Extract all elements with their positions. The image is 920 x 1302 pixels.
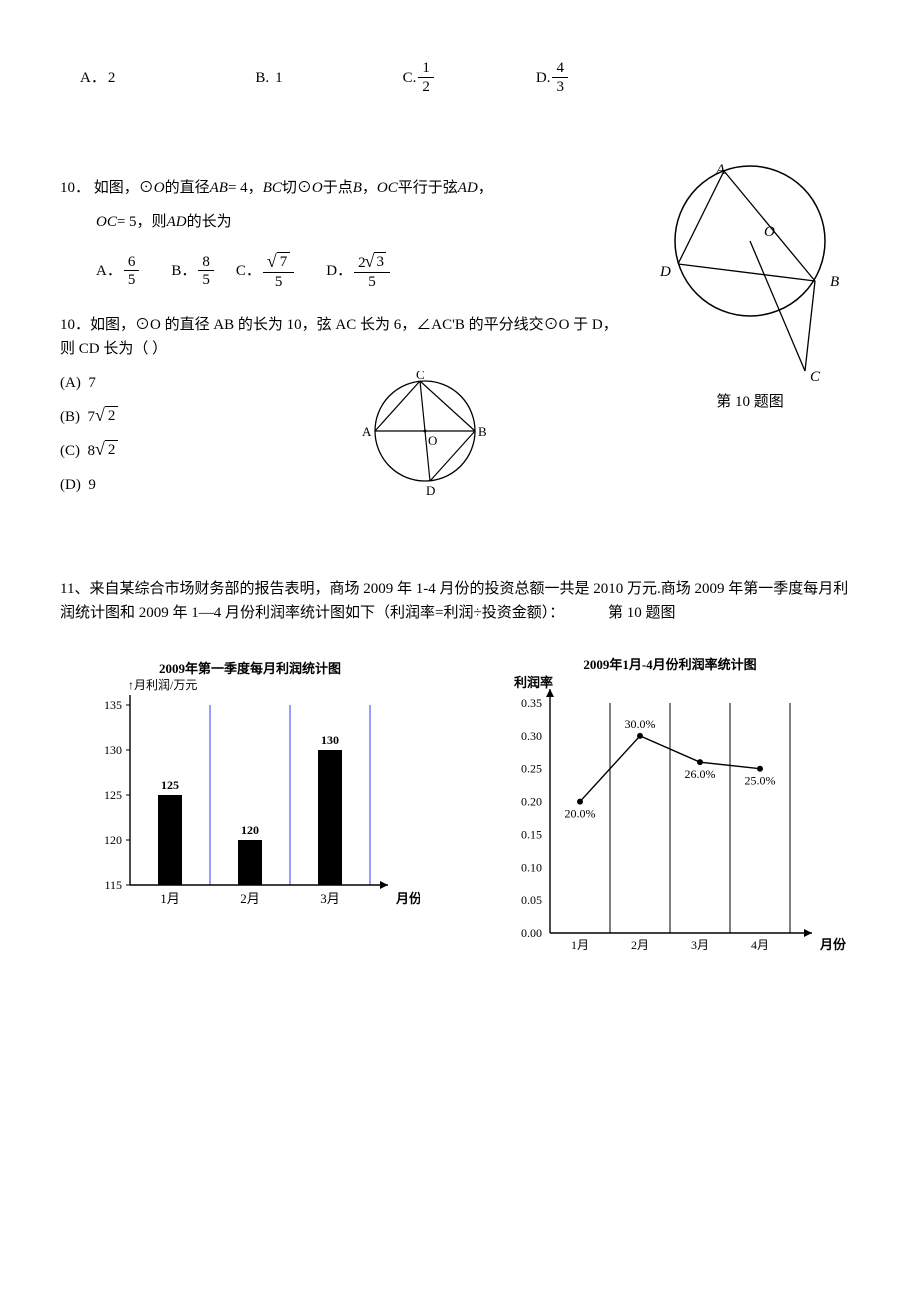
choice-c: C. 1 2 xyxy=(403,60,436,96)
svg-text:20.0%: 20.0% xyxy=(565,807,596,821)
label-C: C xyxy=(810,369,821,385)
svg-text:利润率: 利润率 xyxy=(514,675,553,690)
prev-question-choices: A． 2 B. 1 C. 1 2 D. 4 3 xyxy=(80,60,860,96)
q10a-circle-diagram: O A B D C xyxy=(640,156,860,386)
label-C: C xyxy=(416,371,425,382)
line-chart: 2009年1月-4月份利润率统计图利润率 0.00 0.05 0.10 0.15 0.20… xyxy=(480,655,860,965)
label-A: A xyxy=(362,424,372,439)
choice-b: B. 1 xyxy=(255,66,282,90)
svg-text:2009年1月-4月份利润率统计图: 2009年1月-4月份利润率统计图 xyxy=(583,657,756,672)
choice-c-label: C. xyxy=(403,66,417,90)
svg-text:130: 130 xyxy=(104,743,122,757)
svg-text:120: 120 xyxy=(241,823,259,837)
choice-d-frac: 4 3 xyxy=(552,60,568,96)
q10a-figure: O A B D C 第 10 题图 xyxy=(640,156,860,414)
label-B: B xyxy=(478,424,487,439)
svg-text:120: 120 xyxy=(104,833,122,847)
q10a-choices: A． 65 B． 85 C． √7 5 D． 2√3 5 xyxy=(96,252,630,292)
svg-text:0.05: 0.05 xyxy=(521,893,542,907)
line-chart-svg: 2009年1月-4月份利润率统计图利润率 0.00 0.05 0.10 0.15 0.20… xyxy=(480,655,860,965)
svg-text:0.25: 0.25 xyxy=(521,762,542,776)
svg-text:0.35: 0.35 xyxy=(521,696,542,710)
question-10-a: O A B D C 第 10 题图 10． 如图，⊙O的直径AB= xyxy=(60,176,860,292)
q11-text: 11、来自某综合市场财务部的报告表明，商场 2009 年 1-4 月份的投资总额… xyxy=(60,577,860,625)
svg-text:0.20: 0.20 xyxy=(521,795,542,809)
svg-text:115: 115 xyxy=(104,878,122,892)
choice-a-value: 2 xyxy=(108,66,116,90)
svg-text:4月: 4月 xyxy=(751,938,769,952)
svg-text:135: 135 xyxy=(104,698,122,712)
choice-a-label: A． xyxy=(80,66,106,90)
charts-row: 2009年第一季度每月利润统计图 ↑月利润/万元 115 120 125 130 135 12… xyxy=(60,655,860,965)
label-B: B xyxy=(830,274,839,290)
svg-text:125: 125 xyxy=(104,788,122,802)
bar-chart-svg: 2009年第一季度每月利润统计图 ↑月利润/万元 115 120 125 130 135 12… xyxy=(60,655,420,935)
q10a-choice-c: C． √7 5 xyxy=(236,252,296,292)
q10a-choice-a: A． 65 xyxy=(96,254,141,290)
choice-b-value: 1 xyxy=(275,66,283,90)
label-D: D xyxy=(426,483,435,498)
choice-b-label: B. xyxy=(255,66,269,90)
svg-text:0.00: 0.00 xyxy=(521,926,542,940)
choice-c-frac: 1 2 xyxy=(418,60,434,96)
svg-text:2009年第一季度每月利润统计图: 2009年第一季度每月利润统计图 xyxy=(159,661,341,676)
q10b-circle-diagram: A B C D O xyxy=(350,371,500,501)
svg-text:0.10: 0.10 xyxy=(521,860,542,874)
svg-text:1月: 1月 xyxy=(160,891,180,906)
svg-text:1月: 1月 xyxy=(571,938,589,952)
choice-d-label: D. xyxy=(536,66,551,90)
svg-text:0.30: 0.30 xyxy=(521,729,542,743)
label-D: D xyxy=(659,264,671,280)
q10b-figure: A B C D O xyxy=(350,371,500,501)
choice-d: D. 4 3 xyxy=(536,60,570,96)
bar-chart: 2009年第一季度每月利润统计图 ↑月利润/万元 115 120 125 130 135 12… xyxy=(60,655,440,935)
question-11: 11、来自某综合市场财务部的报告表明，商场 2009 年 1-4 月份的投资总额… xyxy=(60,577,860,965)
svg-text:2月: 2月 xyxy=(631,938,649,952)
q10a-caption: 第 10 题图 xyxy=(640,390,860,414)
label-A: A xyxy=(715,162,726,178)
svg-text:3月: 3月 xyxy=(320,891,340,906)
svg-text:月份: 月份 xyxy=(819,937,847,952)
choice-a: A． 2 xyxy=(80,66,115,90)
q10a-choice-d: D． 2√3 5 xyxy=(326,252,392,292)
svg-text:3月: 3月 xyxy=(691,938,709,952)
svg-text:2月: 2月 xyxy=(240,891,260,906)
q11-trail: 第 10 题图 xyxy=(608,605,676,621)
q10a-choice-b: B． 85 xyxy=(171,254,216,290)
svg-text:130: 130 xyxy=(321,733,339,747)
svg-text:月份: 月份 xyxy=(395,891,420,906)
svg-text:30.0%: 30.0% xyxy=(625,717,656,731)
svg-text:25.0%: 25.0% xyxy=(745,774,776,788)
label-O: O xyxy=(428,433,437,448)
svg-text:0.15: 0.15 xyxy=(521,827,542,841)
svg-text:26.0%: 26.0% xyxy=(685,767,716,781)
svg-text:125: 125 xyxy=(161,778,179,792)
svg-text:↑月利润/万元: ↑月利润/万元 xyxy=(128,678,197,692)
